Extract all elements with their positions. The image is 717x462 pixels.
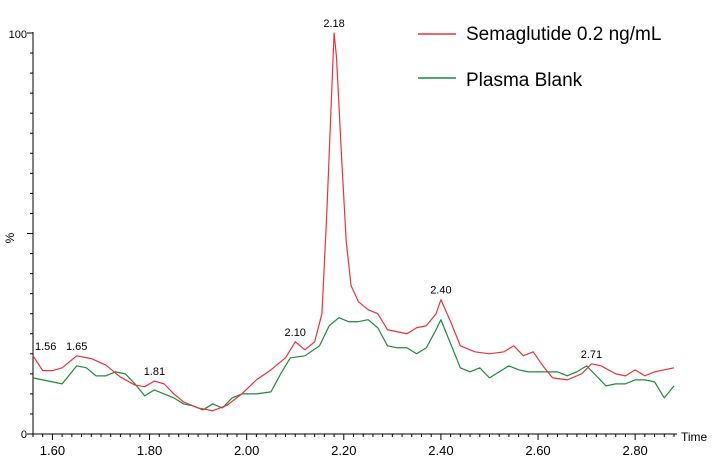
x-tick-label-1.60: 1.60	[40, 443, 65, 457]
peak-label-1.65: 1.65	[66, 341, 87, 353]
legend: Semaglutide 0.2 ng/mL Plasma Blank	[418, 24, 661, 91]
peak-label-2.71: 2.71	[581, 349, 602, 361]
x-axis-title: Time	[681, 430, 708, 444]
x-tick-label-2.60: 2.60	[525, 443, 550, 457]
x-tick-label-2.00: 2.00	[234, 443, 259, 457]
peak-label-2.40: 2.40	[430, 285, 451, 297]
x-tick-label-1.80: 1.80	[137, 443, 162, 457]
y-tick-label-min: 0	[21, 429, 27, 441]
label-layer: 1.56 1.65 1.81 2.10 2.18 2.40 2.71	[35, 18, 602, 378]
y-axis-title: %	[3, 232, 17, 243]
peak-label-2.18: 2.18	[323, 18, 344, 30]
x-tick-label-2.80: 2.80	[622, 443, 647, 457]
y-tick-label-max: 100	[9, 29, 27, 41]
x-tick-label-2.40: 2.40	[428, 443, 453, 457]
x-tick-label-2.20: 2.20	[331, 443, 356, 457]
legend-label-semaglutide: Semaglutide 0.2 ng/mL	[466, 24, 661, 45]
series-line-plasma-blank	[32, 317, 675, 411]
peak-label-2.10: 2.10	[285, 327, 306, 339]
series-layer	[32, 32, 675, 412]
peak-label-1.81: 1.81	[144, 366, 165, 378]
peak-label-1.56: 1.56	[35, 341, 56, 353]
axes-layer: 1.60 1.80 2.00 2.20 2.40 2.60 2.80	[27, 32, 677, 458]
legend-label-plasma-blank: Plasma Blank	[466, 70, 583, 91]
series-line-semaglutide	[32, 32, 675, 412]
